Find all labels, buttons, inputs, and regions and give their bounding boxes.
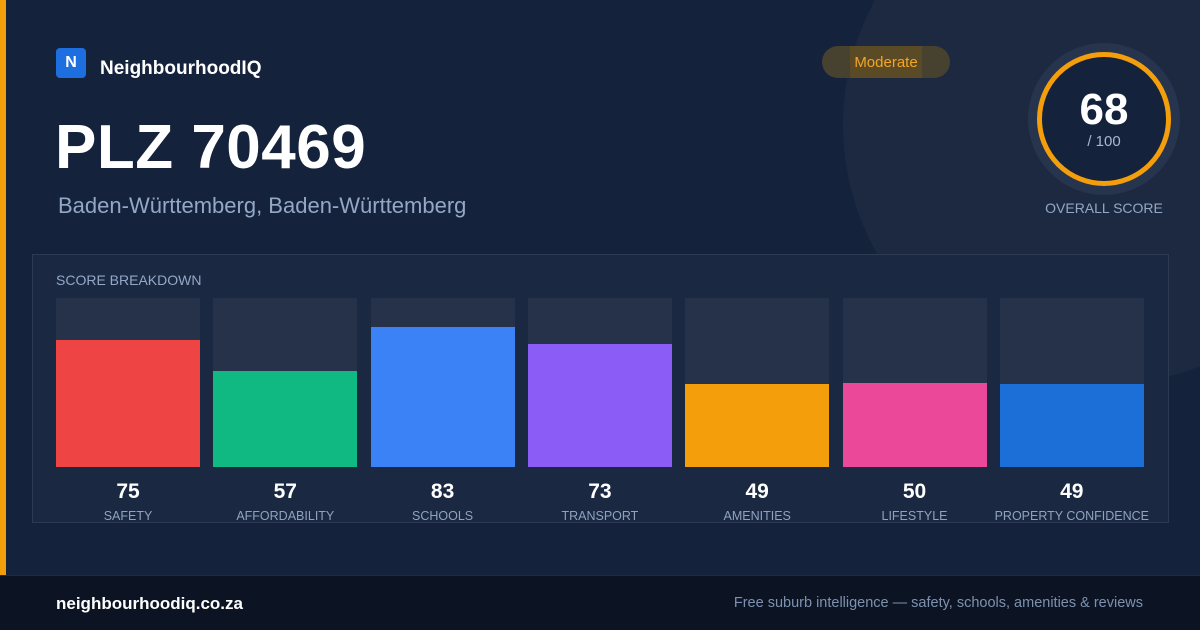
overall-score-label: OVERALL SCORE [1045, 200, 1163, 216]
status-badge: Moderate [822, 46, 950, 78]
bar-label: SCHOOLS [412, 509, 474, 523]
footer-tagline: Free suburb intelligence — safety, schoo… [733, 595, 1143, 611]
bar-fill [213, 370, 358, 467]
bar-track [685, 298, 830, 467]
bar-label: TRANSPORT [561, 509, 639, 523]
bar-fill [685, 384, 830, 467]
bar-label: PROPERTY CONFIDENCE [994, 509, 1150, 523]
brand-name: NeighbourhoodIQ [100, 58, 262, 79]
footer: neighbourhoodiq.co.za Free suburb intell… [0, 575, 1200, 630]
bar-label: LIFESTYLE [881, 509, 948, 523]
bar-label: AMENITIES [723, 509, 791, 523]
score-breakdown-panel: SCORE BREAKDOWN 75 SAFETY 57 AFFORDABILITY 8… [32, 254, 1169, 523]
bar-value: 49 [1060, 480, 1084, 503]
page-title: PLZ 70469 [55, 113, 367, 182]
brand-logo-icon: N [56, 48, 86, 78]
share-card: N NeighbourhoodIQ PLZ 70469 Baden-Württe… [0, 0, 1180, 575]
bar-track [370, 298, 515, 467]
bar-fill [370, 326, 515, 467]
bar-fill [999, 384, 1144, 467]
overall-score-value: 68 [1079, 85, 1129, 134]
bar-value: 50 [902, 480, 927, 503]
accent-bar [0, 0, 6, 575]
breakdown-title: SCORE BREAKDOWN [56, 272, 202, 288]
bar-value: 75 [116, 480, 140, 503]
bar-track [842, 298, 987, 467]
location-subtitle: Baden-Württemberg, Baden-Württemberg [58, 193, 467, 218]
bar-track [999, 298, 1144, 467]
overall-score-max: / 100 [1087, 133, 1121, 150]
bar-track [56, 298, 200, 467]
bar-fill [56, 340, 200, 467]
footer-url[interactable]: neighbourhoodiq.co.za [56, 594, 243, 613]
bar-value: 73 [588, 480, 612, 503]
score-gauge-ring [1037, 52, 1171, 186]
overall-score-gauge: 68 / 100 [1028, 43, 1180, 195]
bar-fill [842, 382, 987, 467]
bar-value: 57 [273, 480, 297, 503]
bar-value: 83 [430, 480, 455, 503]
bar-fill [527, 343, 672, 467]
bar-track [527, 298, 672, 467]
bar-label: AFFORDABILITY [236, 509, 335, 523]
bar-label: SAFETY [103, 509, 153, 523]
breakdown-bars: 75 SAFETY 57 AFFORDABILITY 83 SCHOOLS 73 TRANSP… [33, 255, 1168, 523]
bar-value: 49 [745, 480, 769, 503]
status-badge-label: Moderate [854, 53, 918, 71]
brand: N NeighbourhoodIQ [56, 46, 261, 80]
bar-track [213, 298, 358, 467]
